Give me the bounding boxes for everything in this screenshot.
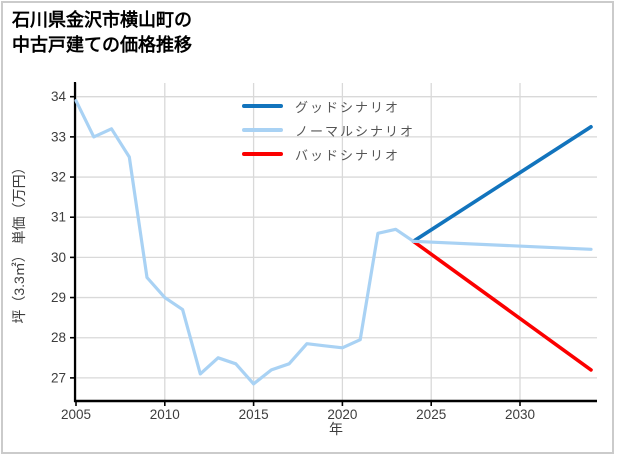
- legend-label-normal: ノーマルシナリオ: [295, 123, 416, 139]
- y-tick-label: 28: [51, 330, 66, 345]
- series-line-バッドシナリオ: [411, 239, 593, 372]
- series-line-history: [74, 99, 415, 386]
- chart-title-line1: 石川県金沢市横山町の: [12, 10, 192, 30]
- legend-label-good: グッドシナリオ: [295, 99, 401, 115]
- y-tick-label: 29: [51, 290, 66, 305]
- legend-item-normal: ノーマルシナリオ: [242, 118, 415, 142]
- x-tick-label: 2010: [150, 407, 180, 422]
- x-tick-label: 2005: [61, 407, 91, 422]
- normal-scenario-line-icon: [242, 128, 283, 132]
- legend-item-bad: バッドシナリオ: [242, 142, 415, 166]
- x-axis-label: 年: [329, 421, 343, 437]
- x-tick-label: 2030: [505, 407, 535, 422]
- bad-scenario-line-icon: [242, 152, 283, 156]
- y-tick-label: 31: [51, 210, 66, 225]
- series-line-グッドシナリオ: [411, 125, 593, 244]
- chart-title-line2: 中古戸建ての価格推移: [12, 35, 192, 55]
- y-tick-label: 27: [51, 370, 66, 385]
- y-tick-label: 32: [51, 170, 66, 185]
- series-line-ノーマルシナリオ: [411, 239, 593, 251]
- legend-item-good: グッドシナリオ: [242, 94, 415, 118]
- good-scenario-line-icon: [242, 104, 283, 108]
- y-tick-label: 34: [51, 89, 67, 104]
- legend-label-bad: バッドシナリオ: [295, 147, 401, 163]
- legend: グッドシナリオ ノーマルシナリオ バッドシナリオ: [242, 94, 415, 166]
- x-tick-label: 2015: [239, 407, 269, 422]
- y-axis-label: 坪（3.3㎡） 単価（万円）: [11, 160, 27, 323]
- x-tick-label: 2020: [327, 407, 357, 422]
- y-tick-label: 30: [51, 250, 66, 265]
- chart-title: 石川県金沢市横山町の 中古戸建ての価格推移: [12, 8, 192, 58]
- y-tick-label: 33: [51, 129, 66, 144]
- x-tick-label: 2025: [416, 407, 446, 422]
